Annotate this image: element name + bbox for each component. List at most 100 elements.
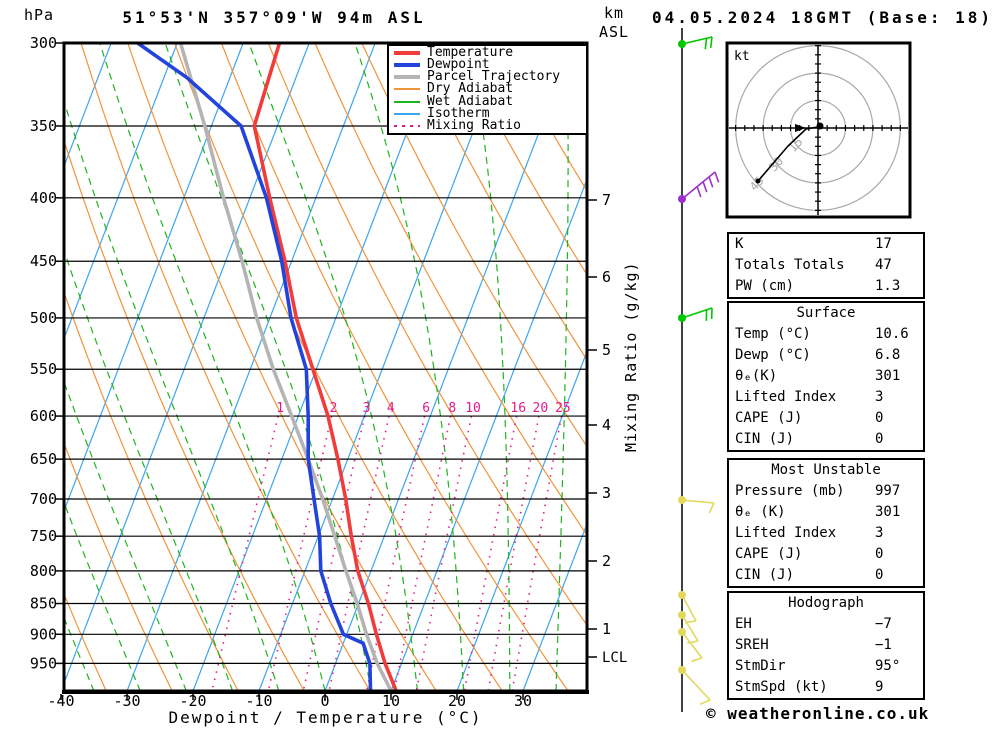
legend-item-dry-adiabat: Dry Adiabat bbox=[389, 81, 586, 97]
isotherm-line bbox=[522, 522, 587, 691]
wind-barb-shaft bbox=[681, 307, 713, 319]
indices-box-hodograph: Hodograph EH −7 SREH −1 StmDir 95° StmSpd (kt) 9 bbox=[727, 591, 925, 700]
legend-item-label: Mixing Ratio bbox=[427, 117, 521, 133]
mixing-ratio-label: 16 bbox=[510, 401, 526, 416]
wind-barb bbox=[678, 36, 713, 50]
wind-barb-feather bbox=[691, 657, 703, 663]
mixing-ratio-label: 20 bbox=[533, 401, 549, 416]
wind-barb bbox=[678, 611, 699, 644]
wind-barb-feather bbox=[699, 699, 711, 706]
indices-row-value: 0 bbox=[875, 567, 884, 583]
indices-section-title: Most Unstable bbox=[771, 462, 881, 478]
indices-row-label: Temp (°C) bbox=[735, 326, 811, 342]
dry-adiabat-line bbox=[408, 43, 587, 361]
legend: Temperature Dewpoint Parcel Trajectory Dry … bbox=[387, 44, 588, 135]
indices-row-label: Lifted Index bbox=[735, 389, 837, 405]
indices-row-value: 0 bbox=[875, 410, 884, 426]
isotherm-line bbox=[390, 177, 587, 691]
indices-row: EH −7 bbox=[729, 614, 923, 635]
indices-row-label: StmDir bbox=[735, 658, 786, 674]
wind-barb bbox=[678, 171, 720, 203]
legend-item-dewpoint: Dewpoint bbox=[389, 57, 586, 73]
hodograph-unit-label: kt bbox=[734, 49, 750, 64]
isotherm-line bbox=[324, 43, 574, 691]
indices-row-value: −7 bbox=[875, 616, 892, 632]
wet-adiabat-line bbox=[555, 43, 569, 691]
legend-line-sample bbox=[394, 112, 420, 115]
legend-item-label: Temperature bbox=[427, 45, 514, 61]
legend-item-parcel-trajectory: Parcel Trajectory bbox=[389, 69, 586, 85]
wind-barb-feather bbox=[709, 36, 713, 49]
indices-row: Totals Totals 47 bbox=[729, 255, 923, 276]
indices-row-value: 95° bbox=[875, 658, 901, 674]
station-title: 51°53'N 357°09'W 94m ASL bbox=[122, 8, 426, 27]
dry-adiabat-line bbox=[64, 592, 107, 691]
indices-row-label: SREH bbox=[735, 637, 769, 653]
indices-row-label: Totals Totals bbox=[735, 257, 845, 273]
pressure-axis-unit: hPa bbox=[24, 6, 55, 24]
temperature-tick-label: 0 bbox=[320, 692, 329, 710]
wind-barb-shaft bbox=[681, 631, 703, 659]
legend-item-isotherm: Isotherm bbox=[389, 105, 586, 121]
indices-row: K 17 bbox=[729, 234, 923, 255]
wet-adiabat-line bbox=[99, 43, 326, 691]
indices-row: SREH −1 bbox=[729, 635, 923, 656]
indices-row: PW (cm) 1.3 bbox=[729, 276, 923, 297]
indices-row: θₑ(K) 301 bbox=[729, 366, 923, 387]
isotherm-line bbox=[64, 43, 244, 513]
indices-row-label: θₑ(K) bbox=[735, 368, 778, 384]
wind-barb-feather bbox=[696, 186, 702, 198]
altitude-unit-asl: ASL bbox=[598, 23, 630, 41]
wind-barb-feather bbox=[687, 640, 699, 644]
km-asl-tick-label: 2 bbox=[602, 552, 611, 570]
indices-row-value: 17 bbox=[875, 236, 892, 252]
temperature-tick-label: -30 bbox=[113, 692, 140, 710]
indices-row-value: 1.3 bbox=[875, 278, 901, 294]
indices-row-value: 0 bbox=[875, 431, 884, 447]
altitude-unit-km: km bbox=[603, 4, 625, 22]
hodograph-trace-start-dot bbox=[755, 178, 761, 184]
pressure-tick-label: 750 bbox=[30, 527, 57, 545]
lcl-label: LCL bbox=[602, 650, 627, 666]
indices-row: CIN (J) 0 bbox=[729, 565, 923, 586]
legend-item-label: Parcel Trajectory bbox=[427, 69, 561, 85]
pressure-tick-label: 350 bbox=[30, 117, 57, 135]
km-asl-tick-label: 1 bbox=[602, 620, 611, 638]
mixing-ratio-line bbox=[511, 415, 563, 691]
wind-barb bbox=[678, 666, 711, 706]
legend-item-wet-adiabat: Wet Adiabat bbox=[389, 95, 586, 108]
legend-item-mixing-ratio: Mixing Ratio bbox=[389, 117, 586, 133]
wind-barb-feather bbox=[714, 171, 720, 183]
pressure-tick-label: 900 bbox=[30, 625, 57, 643]
indices-row-label: Dewp (°C) bbox=[735, 347, 811, 363]
mixing-ratio-label: 4 bbox=[387, 401, 395, 416]
indices-row-label: EH bbox=[735, 616, 752, 632]
pressure-tick-label: 800 bbox=[30, 562, 57, 580]
legend-item-label: Dewpoint bbox=[427, 57, 490, 73]
legend-item-label: Isotherm bbox=[427, 105, 490, 121]
x-axis-title: Dewpoint / Temperature (°C) bbox=[168, 708, 483, 727]
legend-item-temperature: Temperature bbox=[389, 45, 586, 61]
indices-row-value: 9 bbox=[875, 679, 884, 695]
legend-line-sample bbox=[394, 100, 420, 103]
legend-line-sample bbox=[394, 75, 420, 80]
indices-row-label: K bbox=[735, 236, 744, 252]
indices-row: Lifted Index 3 bbox=[729, 523, 923, 544]
indices-section-title: Hodograph bbox=[788, 595, 864, 611]
dry-adiabat-line bbox=[127, 43, 437, 691]
legend-item-label: Dry Adiabat bbox=[427, 81, 514, 97]
pressure-tick-label: 950 bbox=[30, 654, 57, 672]
indices-row-value: 301 bbox=[875, 504, 901, 520]
dry-adiabat-line bbox=[267, 43, 587, 627]
dry-adiabat-line bbox=[64, 138, 305, 691]
wet-adiabat-line bbox=[64, 616, 95, 691]
indices-row-value: 3 bbox=[875, 525, 884, 541]
mixing-ratio-label: 3 bbox=[363, 401, 371, 416]
indices-row-label: Lifted Index bbox=[735, 525, 837, 541]
indices-row-label: CIN (J) bbox=[735, 431, 795, 447]
wind-barb bbox=[678, 496, 715, 514]
pressure-tick-label: 700 bbox=[30, 490, 57, 508]
mixing-ratio-label: 10 bbox=[465, 401, 481, 416]
wind-barb bbox=[678, 307, 713, 322]
